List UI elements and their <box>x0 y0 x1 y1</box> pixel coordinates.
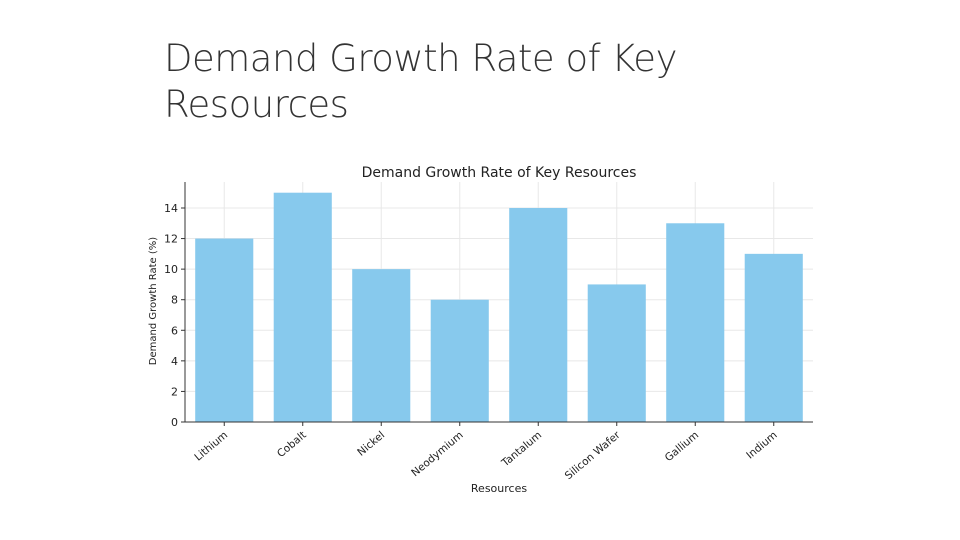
y-tick-label: 12 <box>164 233 178 246</box>
x-tick-labels: Lithium Cobalt Nickel Neodymium Tantalum Sili… <box>192 422 780 482</box>
x-tick-label: Indium <box>744 429 779 461</box>
y-axis-label: Demand Growth Rate (%) <box>148 237 159 365</box>
bar-lithium <box>195 238 254 422</box>
axes <box>184 182 813 423</box>
bar-nickel <box>352 269 411 422</box>
bar-silicon-wafer <box>587 284 646 422</box>
x-tick-label: Gallium <box>663 429 702 464</box>
y-tick-label: 6 <box>171 324 178 337</box>
x-tick-label: Silicon Wafer <box>563 429 623 482</box>
x-axis-label: Resources <box>471 482 527 495</box>
x-tick-label: Lithium <box>192 429 230 463</box>
bar-tantalum <box>509 207 568 422</box>
y-tick-label: 14 <box>164 202 178 215</box>
y-tick-label: 10 <box>164 263 178 276</box>
y-tick-label: 8 <box>171 294 178 307</box>
bar-cobalt <box>273 192 332 422</box>
x-tick-label: Nickel <box>355 429 387 459</box>
x-tick-label: Tantalum <box>499 429 544 470</box>
bars <box>195 192 803 422</box>
chart-title: Demand Growth Rate of Key Resources <box>362 165 637 181</box>
x-tick-label: Neodymium <box>409 429 465 479</box>
y-tick-labels: 0 2 4 6 8 10 12 14 <box>164 202 185 429</box>
bar-gallium <box>666 223 725 422</box>
y-tick-label: 4 <box>171 355 178 368</box>
x-tick-label: Cobalt <box>275 429 309 460</box>
bar-indium <box>744 253 803 422</box>
slide-title: Demand Growth Rate of Key Resources <box>164 37 677 126</box>
y-tick-label: 2 <box>171 385 178 398</box>
bar-neodymium <box>430 299 489 422</box>
y-tick-label: 0 <box>171 416 178 429</box>
